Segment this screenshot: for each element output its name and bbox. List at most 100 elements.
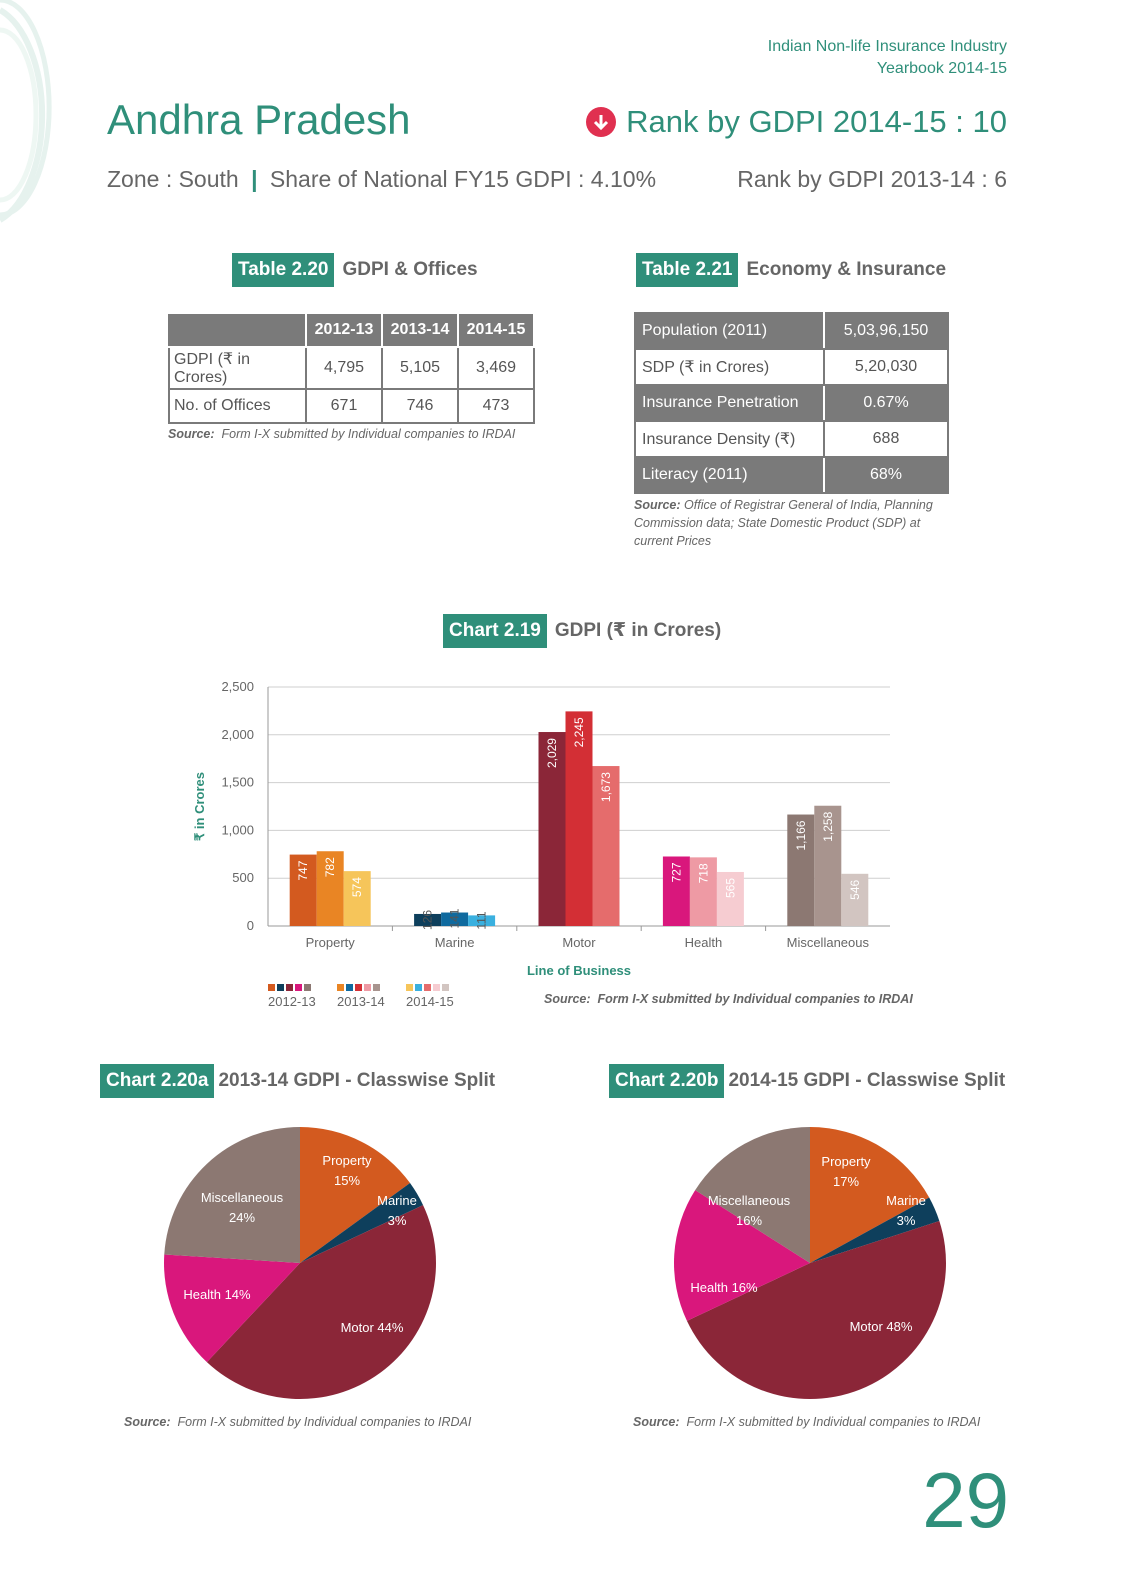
data-label: 574: [350, 877, 364, 897]
data-label: 546: [848, 879, 862, 899]
pie-slice: [300, 1127, 411, 1263]
legend-swatch: [277, 984, 284, 991]
data-label: 782: [323, 857, 337, 877]
row-label: Literacy (2011): [634, 456, 825, 494]
x-tick-label: Marine: [435, 935, 475, 950]
column-header: 2013-14: [381, 312, 459, 348]
page-number: 29: [922, 1456, 1009, 1544]
bar: [414, 913, 442, 926]
chart-gdpi-source: Source: Form I-X submitted by Individual…: [544, 990, 913, 1008]
pie-label: 3%: [388, 1213, 407, 1228]
pie-slice: [686, 1220, 946, 1399]
table-economy-source: Source: Office of Registrar General of I…: [634, 496, 933, 550]
data-label: 718: [696, 863, 710, 883]
table-title: GDPI & Offices: [342, 259, 478, 280]
pie-chart-2014-15: Property 17% Marine 3% Motor 48% Health 16% Mi…: [674, 1127, 946, 1399]
table-economy: Population (2011) 5,03,96,150 SDP (₹ in C…: [634, 312, 949, 494]
table-row: Literacy (2011) 68%: [634, 456, 949, 494]
table-cell: 3,469: [457, 346, 535, 390]
chart-title: 2014-15 GDPI - Classwise Split: [728, 1070, 1006, 1091]
data-label: 1,673: [599, 772, 613, 802]
separator: |: [251, 166, 258, 192]
bar: [841, 873, 869, 926]
legend-label: 2013-14: [337, 994, 385, 1009]
bar: [592, 766, 620, 926]
legend-swatch: [268, 984, 275, 991]
row-label: SDP (₹ in Crores): [634, 348, 825, 386]
pie-chart-2013-14: Property 15% Marine 3% Motor 44% Health 14% Mi…: [164, 1127, 437, 1399]
pie-slice: [695, 1127, 810, 1263]
pie-2014-source: Source: Form I-X submitted by Individual…: [633, 1413, 980, 1431]
pie-label: Property: [322, 1153, 372, 1168]
table-gdpi-heading: Table 2.20 GDPI & Offices: [232, 253, 478, 287]
chart-tag: Chart 2.20b: [609, 1064, 725, 1098]
arrow-down-circle-icon: [586, 107, 617, 137]
data-label: 1,166: [794, 820, 808, 850]
source-label: Source:: [634, 498, 681, 512]
source-label: Source:: [168, 427, 215, 441]
legend-label: 2014-15: [406, 994, 454, 1009]
pie-2013-source: Source: Form I-X submitted by Individual…: [124, 1413, 471, 1431]
zone-share-line: Zone : South | Share of National FY15 GD…: [107, 166, 656, 193]
data-label: 111: [475, 911, 489, 930]
pie-slice: [206, 1205, 437, 1399]
legend-swatch: [364, 984, 371, 991]
chart-title: GDPI (₹ in Crores): [554, 620, 722, 641]
pie-label: 15%: [334, 1173, 360, 1188]
source-text: Form I-X submitted by Individual compani…: [177, 1415, 472, 1429]
legend-swatch: [415, 984, 422, 991]
table-cell: 5,03,96,150: [823, 312, 949, 350]
table-row: GDPI (₹ in Crores) 4,795 5,105 3,469: [168, 346, 535, 390]
legend-swatch: [346, 984, 353, 991]
table-cell: 5,105: [381, 346, 459, 390]
rank-current-text: Rank by GDPI 2014-15 : 10: [626, 104, 1007, 139]
data-label: 1,258: [821, 811, 835, 841]
row-label: GDPI (₹ in Crores): [168, 346, 307, 390]
bar: [662, 856, 690, 926]
x-tick-label: Motor: [562, 935, 596, 950]
y-tick-label: 2,500: [221, 679, 254, 694]
legend-swatch: [355, 984, 362, 991]
y-tick-label: 1,000: [221, 822, 254, 837]
chart-title: 2013-14 GDPI - Classwise Split: [218, 1070, 496, 1091]
pie-label: 3%: [897, 1213, 916, 1228]
pie-label: 17%: [833, 1174, 859, 1189]
source-label: Source:: [544, 992, 591, 1006]
source-label: Source:: [124, 1415, 171, 1429]
rank-current: Rank by GDPI 2014-15 : 10: [586, 104, 1007, 140]
pie-label: Marine: [377, 1193, 417, 1208]
table-cell: 5,20,030: [823, 348, 949, 386]
source-text: current Prices: [634, 534, 712, 548]
table-row: Insurance Penetration 0.67%: [634, 384, 949, 422]
data-label: 126: [421, 910, 435, 930]
table-row: No. of Offices 671 746 473: [168, 388, 535, 424]
pie-label: Miscellaneous: [201, 1190, 284, 1205]
y-tick-label: 2,000: [221, 727, 254, 742]
bar: [343, 871, 371, 926]
table-gdpi: 2012-13 2013-14 2014-15 GDPI (₹ in Crore…: [168, 312, 535, 424]
bar: [716, 871, 744, 926]
legend-label: 2012-13: [268, 994, 316, 1009]
pie-slice: [300, 1183, 424, 1263]
legend-swatch: [304, 984, 311, 991]
pie-label: Miscellaneous: [708, 1193, 791, 1208]
pie-label: Property: [821, 1154, 871, 1169]
x-tick-label: Health: [685, 935, 723, 950]
bar: [289, 854, 317, 926]
table-corner-cell: [168, 312, 307, 348]
table-cell: 473: [457, 388, 535, 424]
bar: [316, 851, 344, 926]
pie-label: 16%: [736, 1213, 762, 1228]
pie-slice: [810, 1127, 930, 1263]
rank-previous: Rank by GDPI 2013-14 : 6: [737, 166, 1007, 192]
pie-label: Motor 48%: [850, 1319, 913, 1334]
y-tick-label: 1,500: [221, 775, 254, 790]
table-row: Population (2011) 5,03,96,150: [634, 312, 949, 350]
table-cell: 0.67%: [823, 384, 949, 422]
table-title: Economy & Insurance: [746, 259, 947, 280]
legend-swatch: [442, 984, 449, 991]
legend-swatch: [424, 984, 431, 991]
table-row: SDP (₹ in Crores) 5,20,030: [634, 348, 949, 386]
pie-label: Health 14%: [183, 1287, 251, 1302]
table-tag: Table 2.21: [636, 253, 739, 287]
